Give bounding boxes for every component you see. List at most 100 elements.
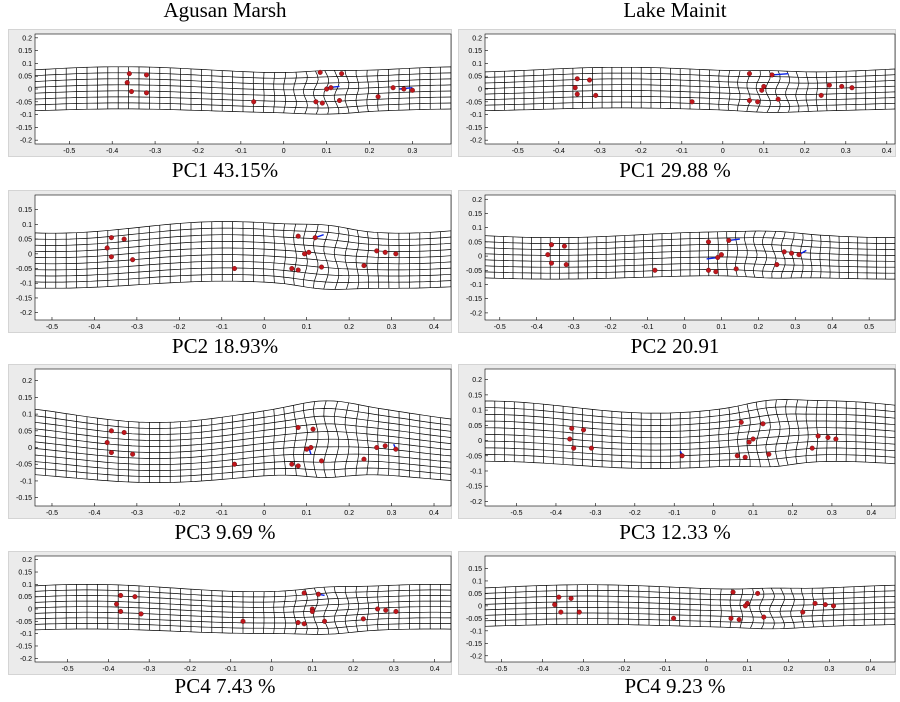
y-tick-label: 0 — [478, 254, 482, 261]
x-tick-label: -0.3 — [589, 510, 601, 517]
landmark-point — [118, 592, 124, 598]
y-tick-label: 0 — [478, 87, 482, 94]
grid-column-line — [273, 223, 276, 283]
landmark-point — [689, 99, 695, 105]
x-tick-label: 0.1 — [302, 324, 312, 331]
landmark-point — [781, 249, 787, 255]
x-tick-label: -0.2 — [173, 510, 185, 517]
grid-column-line — [744, 231, 748, 277]
x-tick-label: -0.4 — [102, 666, 114, 673]
y-tick-label: 0.15 — [468, 566, 482, 573]
landmark-point — [588, 445, 594, 451]
landmark-point — [361, 263, 367, 269]
x-tick-label: 0.1 — [743, 666, 753, 673]
grid-column-line — [323, 587, 329, 635]
landmark-point — [833, 436, 839, 442]
landmark-point — [375, 606, 381, 612]
pc-caption: PC2 20.91 — [630, 334, 720, 358]
landmark-point — [769, 72, 775, 78]
landmark-point — [734, 453, 740, 459]
x-tick-label: 0 — [262, 510, 266, 517]
landmark-point — [746, 71, 752, 77]
x-tick-label: -0.2 — [618, 666, 630, 673]
y-tick-label: 0.05 — [18, 237, 32, 244]
x-tick-label: -0.2 — [635, 148, 647, 155]
grid-column-line — [273, 591, 276, 634]
y-tick-label: -0.05 — [466, 453, 482, 460]
grid-column-line — [293, 72, 297, 114]
y-tick-label: -0.1 — [20, 281, 32, 288]
y-tick-label: -0.05 — [16, 266, 32, 273]
y-tick-label: 0.15 — [18, 395, 32, 402]
grid-column-line — [283, 407, 286, 476]
x-tick-label: 0.3 — [841, 148, 851, 155]
landmark-point — [121, 236, 127, 242]
x-tick-label: -0.4 — [550, 510, 562, 517]
deformation-grid-plot-1: -0.5 -0.4 -0.3 -0.2 -0.1 0 0.1 0.2 0.3 0.2 0.15 0.1… — [16, 33, 452, 155]
landmark-point — [383, 607, 389, 613]
y-tick-label: 0.1 — [472, 225, 482, 232]
deformation-grid-plot-4: -0.5 -0.4 -0.3 -0.2 -0.1 0 0.1 0.2 0.3 0.4 0.5 0.2 0… — [466, 194, 896, 331]
plot-panel-7: -0.5 -0.4 -0.3 -0.2 -0.1 0 0.1 0.2 0.3 0.4 0.2 0.15… — [8, 551, 452, 675]
grid-column-line — [795, 71, 800, 112]
landmark-point — [726, 237, 732, 243]
plot-panel-2: -0.5 -0.4 -0.3 -0.2 -0.1 0 0.1 0.2 0.3 0.4 0.2 0.15… — [458, 29, 896, 157]
grid-column-line — [759, 588, 765, 629]
landmark-point — [738, 419, 744, 425]
landmark-point — [552, 602, 558, 608]
x-tick-label: 0.1 — [748, 510, 758, 517]
y-tick-label: 0.05 — [18, 594, 32, 601]
x-tick-label: 0.3 — [408, 148, 418, 155]
x-tick-label: 0.3 — [389, 666, 399, 673]
landmark-point — [671, 615, 677, 621]
y-tick-label: -0.15 — [466, 484, 482, 491]
grid-column-line — [811, 588, 815, 628]
x-tick-label: 0.3 — [790, 324, 800, 331]
landmark-point — [761, 83, 767, 89]
landmark-point — [715, 254, 721, 260]
landmark-point — [718, 252, 724, 258]
landmark-point — [304, 446, 310, 452]
landmark-point — [742, 454, 748, 460]
grid-column-line — [790, 588, 795, 629]
grid-column-line — [771, 231, 777, 279]
landmark-point — [401, 86, 407, 92]
x-tick-label: -0.4 — [531, 324, 543, 331]
y-tick-label: -0.05 — [466, 99, 482, 106]
landmark-point — [295, 233, 301, 239]
landmark-point — [825, 434, 831, 440]
landmark-point — [382, 443, 388, 449]
y-tick-label: 0.1 — [472, 408, 482, 415]
x-tick-label: 0.4 — [882, 148, 892, 155]
y-tick-label: -0.15 — [466, 125, 482, 132]
y-tick-label: 0.05 — [18, 74, 32, 81]
y-tick-label: 0.15 — [18, 48, 32, 55]
y-tick-label: -0.15 — [466, 296, 482, 303]
landmark-point — [563, 262, 569, 268]
column-title-lake-mainit: Lake Mainit — [623, 0, 727, 22]
grid-column-line — [323, 400, 330, 478]
thin-plate-spline-grid — [35, 584, 451, 635]
x-tick-label: 0.3 — [827, 510, 837, 517]
landmark-point — [360, 616, 366, 622]
x-tick-label: -0.2 — [184, 666, 196, 673]
landmark-point — [755, 590, 761, 596]
x-tick-label: 0.2 — [344, 324, 354, 331]
plot-panel-3: -0.5 -0.4 -0.3 -0.2 -0.1 0 0.1 0.2 0.3 0.4 0.15 0.1… — [8, 190, 452, 333]
x-tick-label: 0 — [262, 324, 266, 331]
grid-column-line — [323, 70, 330, 115]
y-tick-label: -0.1 — [470, 628, 482, 635]
landmark-point — [336, 98, 342, 104]
grid-column-line — [263, 72, 265, 113]
landmark-point — [232, 461, 238, 467]
x-tick-label: 0 — [270, 666, 274, 673]
landmark-point — [755, 99, 761, 105]
x-tick-label: -0.4 — [536, 666, 548, 673]
grid-column-line — [355, 404, 360, 476]
pc-caption: PC1 29.88 % — [619, 158, 731, 182]
y-tick-label: -0.05 — [16, 619, 32, 626]
x-tick-label: 0.4 — [866, 666, 876, 673]
plot-panel-5: -0.5 -0.4 -0.3 -0.2 -0.1 0 0.1 0.2 0.3 0.4 0.2 0.15… — [8, 364, 452, 519]
landmark-point — [730, 589, 736, 595]
grid-column-line — [366, 586, 370, 631]
